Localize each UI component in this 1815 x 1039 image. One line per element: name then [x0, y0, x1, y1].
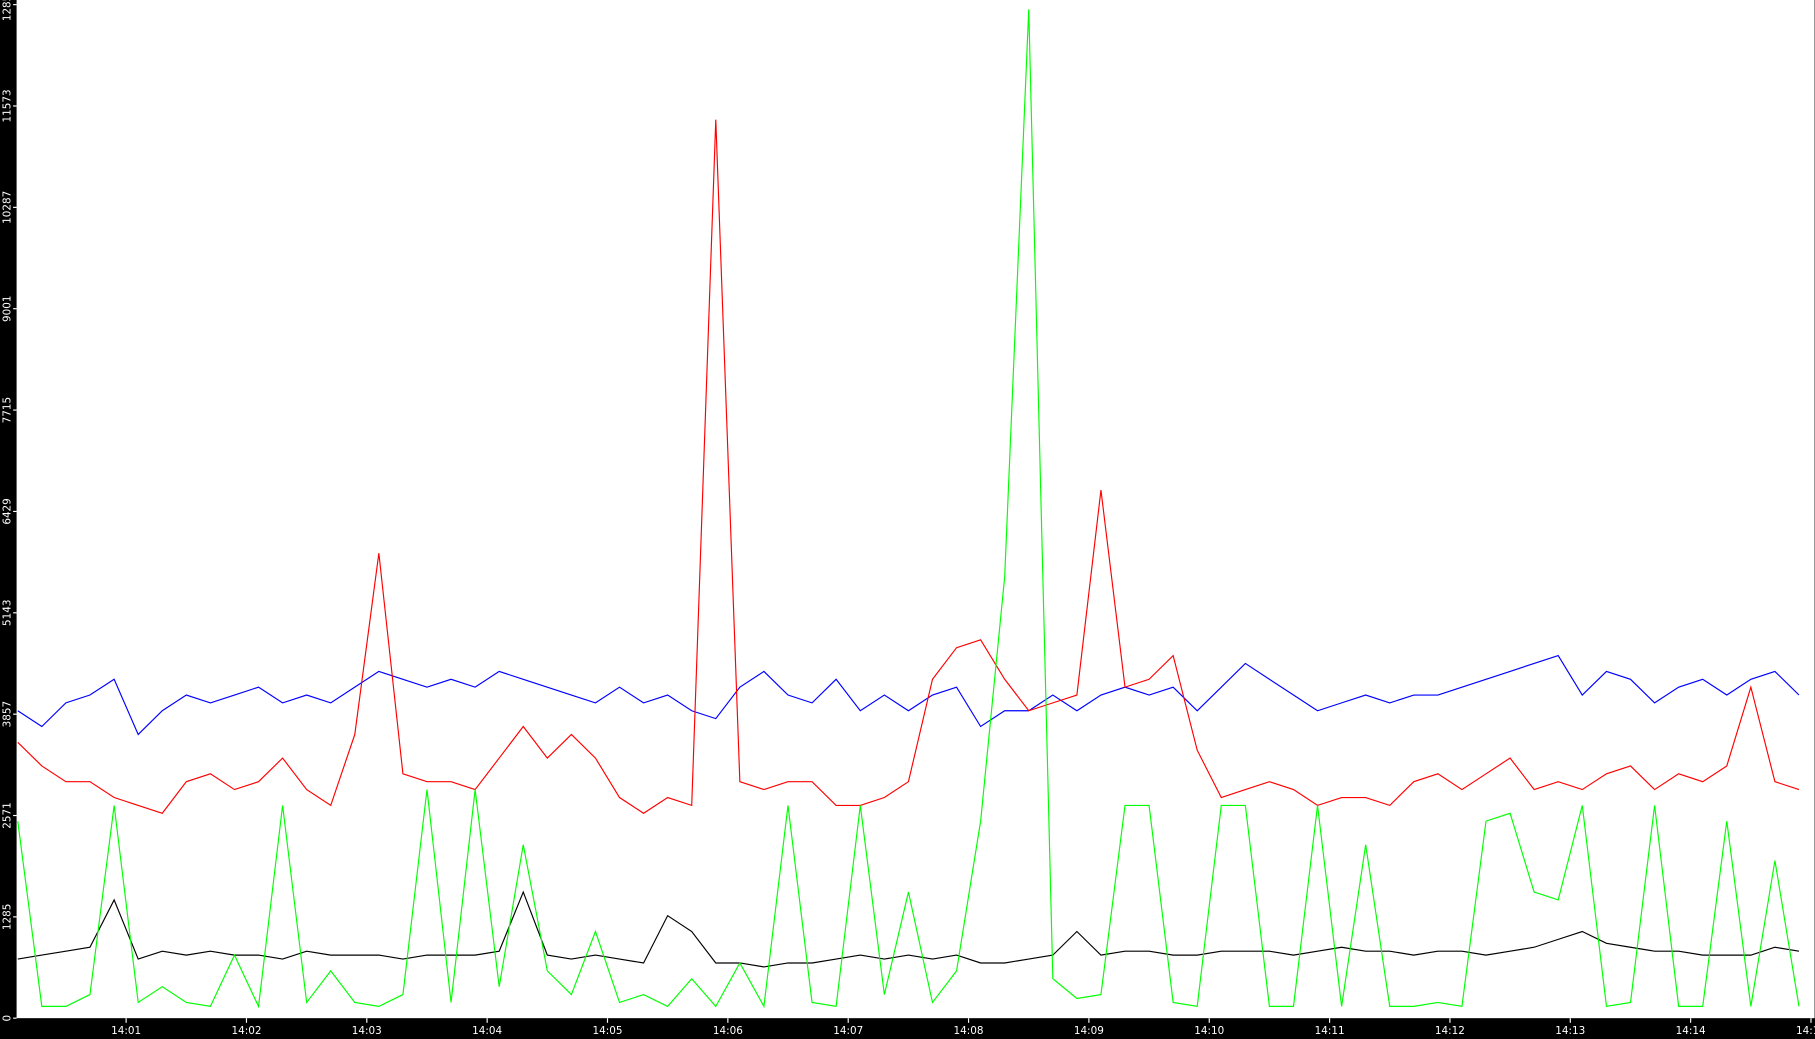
- x-tick-label: 14:14: [1676, 1025, 1706, 1037]
- x-tick-label: 14:11: [1315, 1025, 1345, 1037]
- y-tick-label: 0: [1, 1015, 13, 1022]
- y-tick-label: 12859: [1, 0, 13, 21]
- x-tick-label: 14:10: [1194, 1025, 1224, 1037]
- data-line: [17, 9, 1800, 1009]
- y-tick-label: 10287: [1, 191, 13, 224]
- y-tick-label: 7715: [1, 397, 13, 423]
- data-line: [17, 119, 1800, 814]
- x-tick-label: 14:13: [1555, 1025, 1585, 1037]
- plot-area: [16, 0, 1815, 1019]
- data-line: [17, 890, 1800, 968]
- y-tick-label: 9001: [1, 295, 13, 321]
- x-tick-label: 14:07: [833, 1025, 863, 1037]
- y-tick-label: 3857: [1, 701, 13, 727]
- x-tick-label: 14:03: [352, 1025, 382, 1037]
- x-tick-label: 14:08: [954, 1025, 984, 1037]
- x-tick-label: 14:12: [1435, 1025, 1465, 1037]
- y-tick-label: 2571: [1, 802, 13, 828]
- y-tick-label: 6429: [1, 498, 13, 524]
- x-tick-label: 14:02: [231, 1025, 261, 1037]
- x-tick-label: 14:04: [472, 1025, 502, 1037]
- data-line: [17, 654, 1800, 736]
- y-tick-label: 1285: [1, 904, 13, 930]
- x-tick-label: 14:15: [1796, 1025, 1815, 1037]
- x-tick-label: 14:05: [593, 1025, 623, 1037]
- y-tick-label: 11573: [1, 89, 13, 122]
- x-tick-label: 14:09: [1074, 1025, 1104, 1037]
- x-tick-label: 14:01: [111, 1025, 141, 1037]
- y-tick-label: 5143: [1, 600, 13, 626]
- x-tick-label: 14:06: [713, 1025, 743, 1037]
